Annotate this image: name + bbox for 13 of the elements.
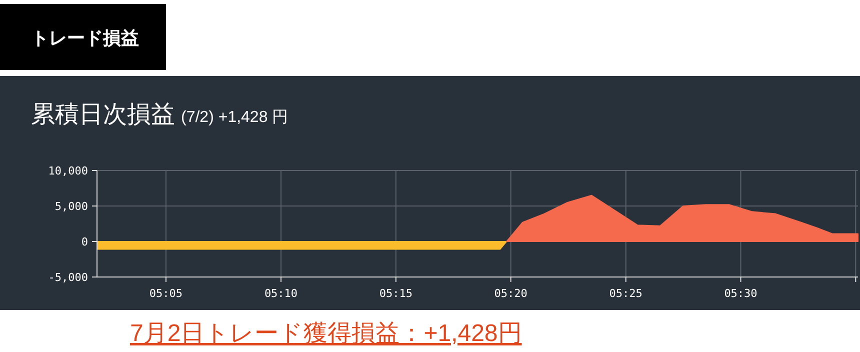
ytick: 5,000: [54, 200, 88, 213]
ytick: 0: [81, 236, 88, 248]
xtick: 05:10: [264, 287, 298, 300]
ytick: -5,000: [48, 271, 88, 284]
xtick: 05:15: [379, 287, 412, 300]
annotation: トレード損益: [31, 28, 139, 48]
xtick: 05:30: [724, 287, 758, 300]
title: 累積日次損益 (7/2) +1,428 円: [31, 101, 288, 128]
xtick: 05:25: [609, 287, 642, 300]
xtick: 05:05: [149, 287, 183, 300]
annotation: 7月2日トレード獲得損益：+1,428円: [130, 320, 522, 347]
ytick: 10,000: [48, 164, 88, 178]
xtick: 05:20: [494, 287, 528, 300]
